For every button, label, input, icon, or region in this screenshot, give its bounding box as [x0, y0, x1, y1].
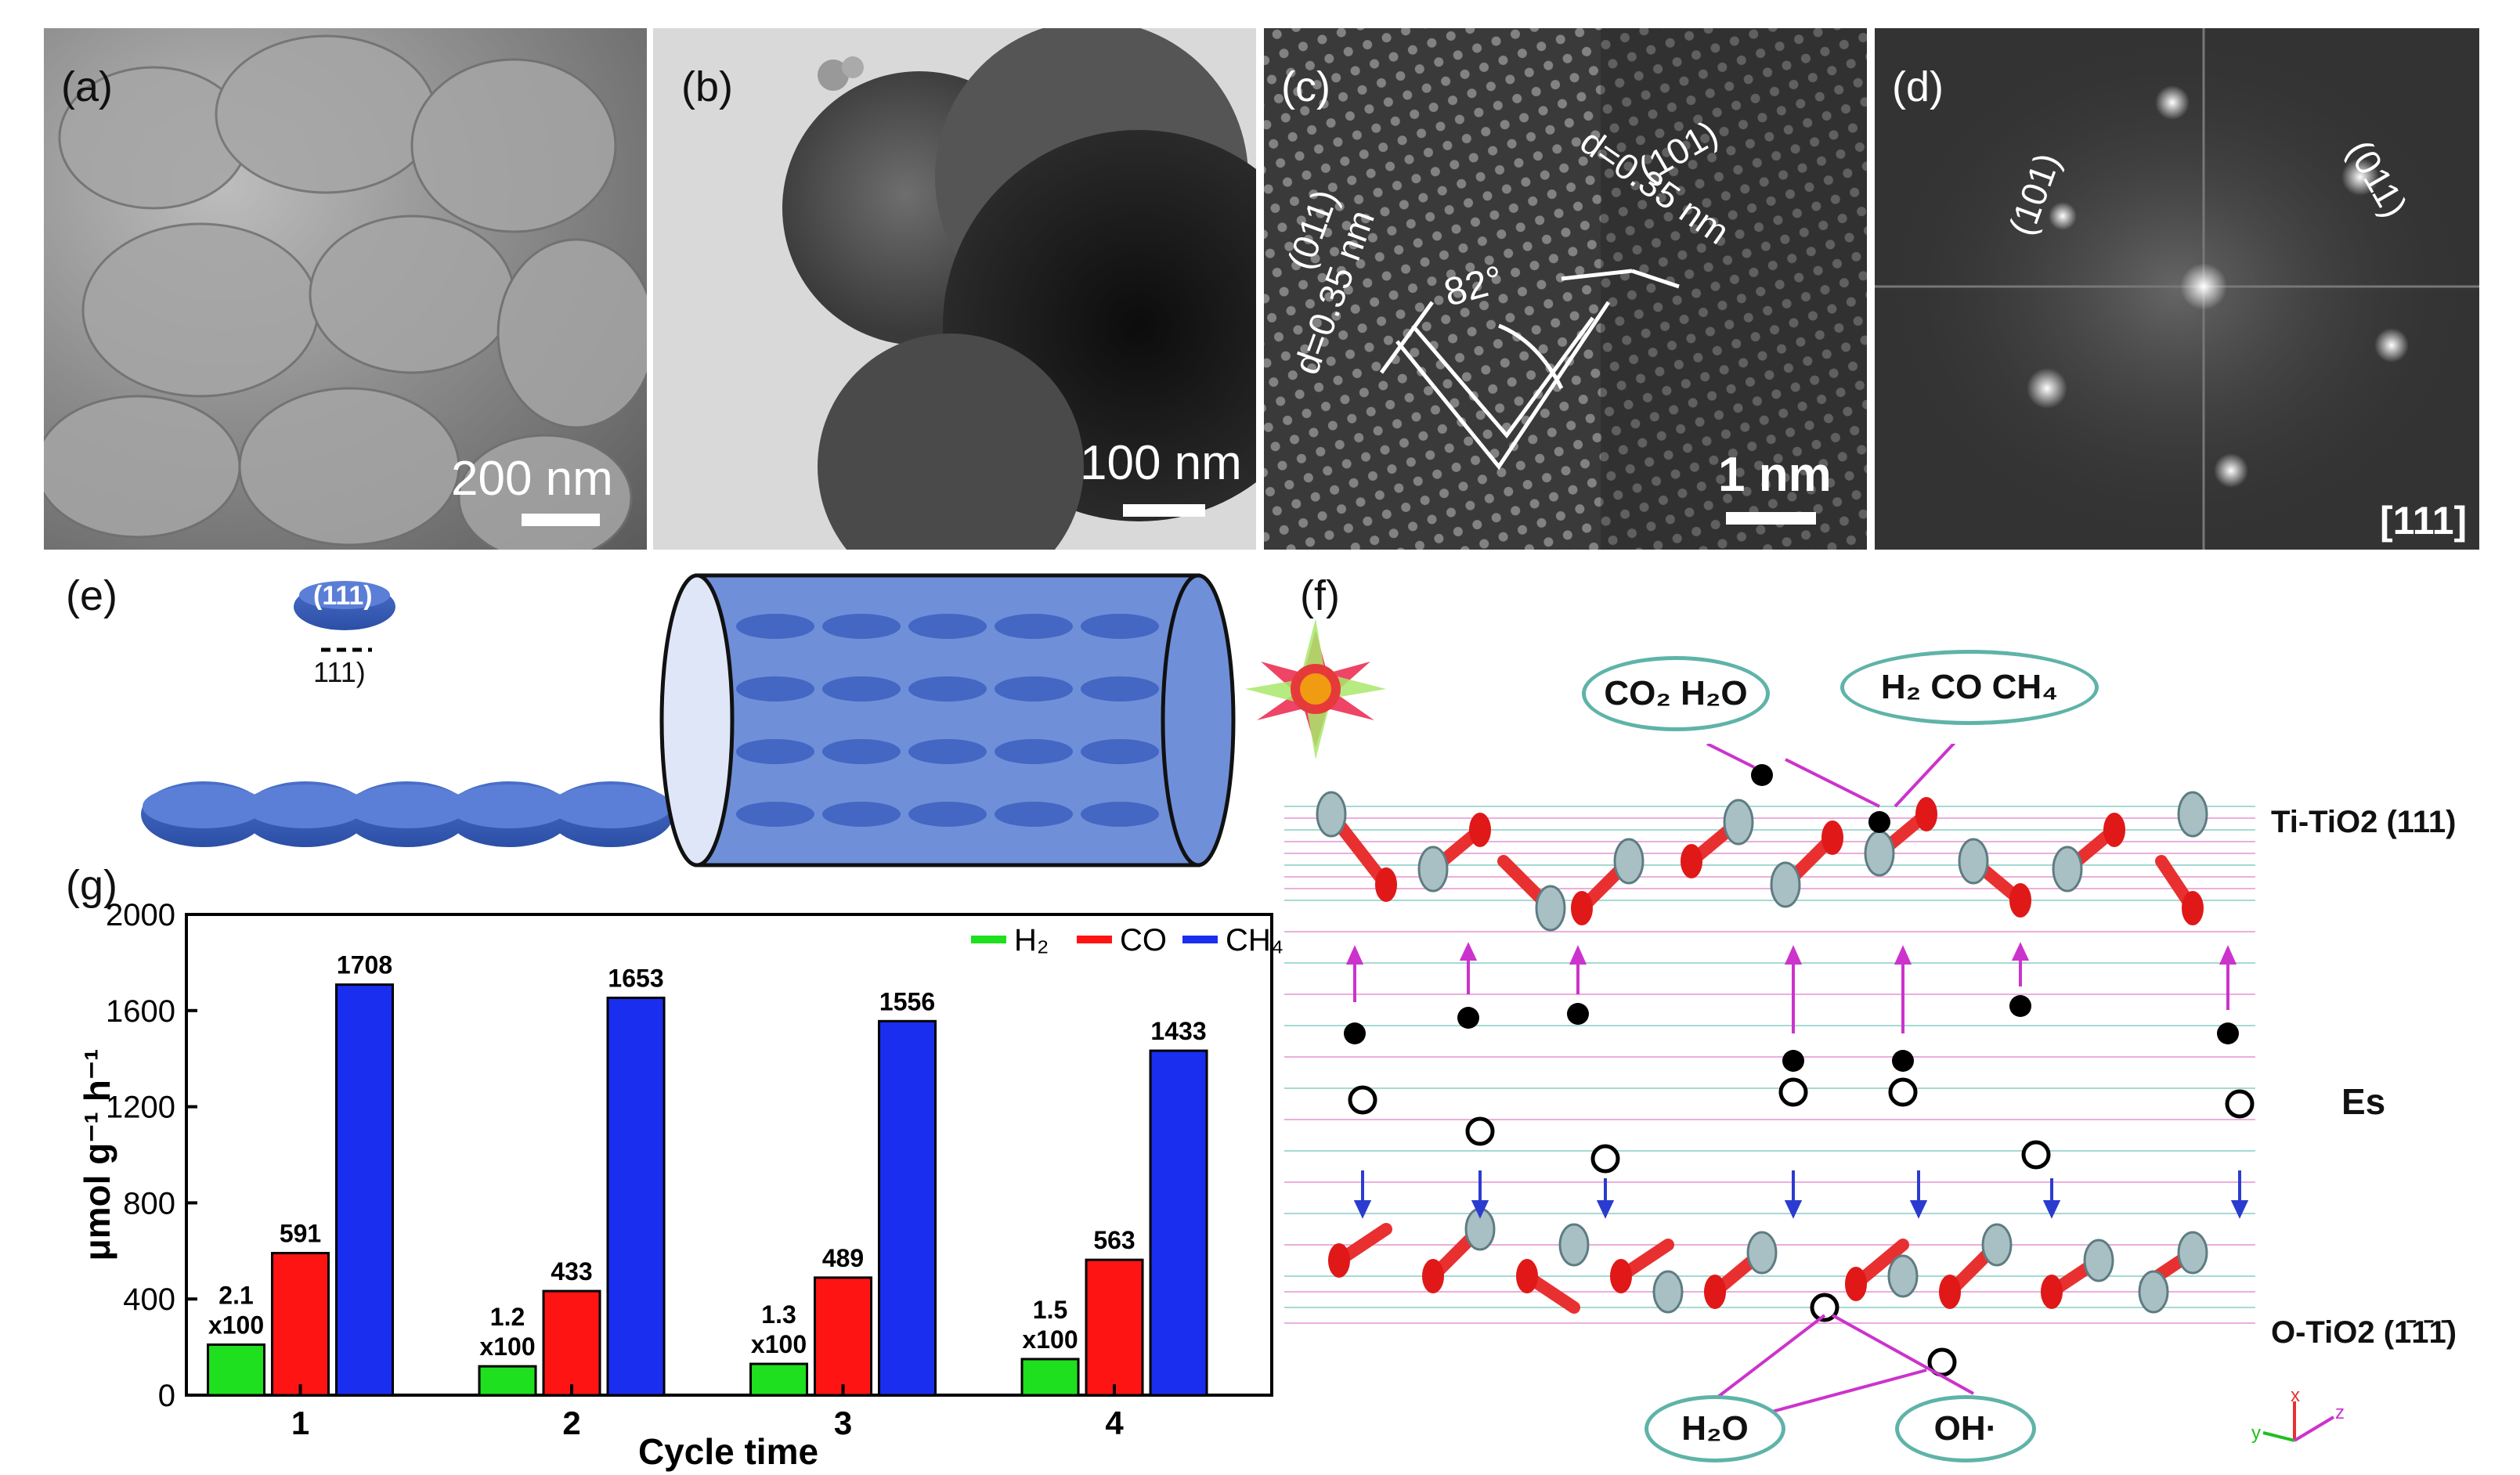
- water-bubble: H₂O: [1644, 1395, 1785, 1462]
- bottom-atom-layer: [1328, 1207, 2208, 1314]
- panel-c-scale-text: 1 nm: [1718, 448, 1832, 502]
- disk-chain: [141, 781, 673, 847]
- x-tick-label: 1: [291, 1405, 309, 1441]
- bar-0: [1020, 1358, 1080, 1397]
- bottom-layer-label: O-TiO2 (1̄1̄1̄): [2271, 1315, 2457, 1350]
- axis-y-label: y: [2251, 1423, 2261, 1444]
- bar-data-label: 1653: [608, 965, 663, 993]
- panel-a-scale-text: 200 nm: [451, 452, 613, 506]
- water-text: H₂O: [1681, 1409, 1749, 1448]
- y-tick-label: 1200: [106, 1091, 175, 1125]
- bar-1: [542, 1289, 601, 1397]
- bar-2: [1149, 1049, 1208, 1397]
- reactant-text: CO₂ H₂O: [1604, 674, 1748, 712]
- nanotube: [659, 573, 1236, 867]
- bar-1: [271, 1252, 330, 1397]
- x-tick-label: 2: [562, 1405, 580, 1441]
- electrons: [1344, 764, 2239, 1072]
- y-tick-label: 2000: [106, 900, 175, 932]
- bar-data-label: 433: [551, 1257, 592, 1286]
- panel-e-disk-label: (111): [313, 581, 373, 611]
- legend-label-0: H₂: [1014, 923, 1049, 957]
- bar-0: [749, 1362, 809, 1397]
- x-tick-label: 4: [1105, 1405, 1124, 1441]
- bar-data-label-multiplier: x100: [208, 1311, 264, 1340]
- bar-data-label: 1.3: [761, 1300, 796, 1329]
- y-tick-label: 800: [123, 1186, 175, 1221]
- bar-data-label: 1556: [879, 987, 935, 1015]
- product-text: H₂ CO CH₄: [1880, 668, 2059, 706]
- sem-particles: [44, 34, 647, 550]
- panel-g-label: (g): [66, 862, 117, 909]
- panel-f-label: (f): [1300, 572, 1340, 619]
- y-tick-label: 400: [123, 1282, 175, 1317]
- hydroxyl-text: OH·: [1933, 1409, 1998, 1448]
- bar-data-label: 591: [280, 1220, 321, 1248]
- axis-x-label: x: [2291, 1386, 2300, 1406]
- bar-data-label: 1433: [1150, 1017, 1206, 1045]
- y-tick-label: 0: [158, 1379, 175, 1413]
- bar-data-label: 563: [1093, 1226, 1135, 1254]
- bar-data-label: 489: [822, 1244, 864, 1272]
- fft-pattern: [1875, 28, 2479, 550]
- hole-arrows: [1353, 1170, 2249, 1219]
- panel-b-label: (b): [681, 63, 733, 110]
- panel-b-tem-image: (b) 100 nm: [653, 28, 1256, 550]
- bar-data-label: 1.5: [1033, 1296, 1067, 1324]
- electron-arrows: [1345, 942, 2237, 1033]
- bar-data-label: 1.2: [490, 1303, 525, 1331]
- panel-a-scale-bar: [522, 514, 600, 526]
- legend-label-2: CH₄: [1226, 923, 1283, 957]
- reactant-bubble: CO₂ H₂O: [1582, 656, 1770, 731]
- bar-0: [478, 1365, 537, 1397]
- bar-0: [207, 1343, 266, 1397]
- panel-a-sem-image: (a) 200 nm: [44, 28, 647, 550]
- panel-e-label: (e): [66, 572, 117, 619]
- product-bubble: H₂ CO CH₄: [1840, 650, 2099, 725]
- bar-2: [878, 1019, 937, 1397]
- panel-c-hrtem-image: (c) (011) d=0.35 nm (101) d=0.35 nm 82° …: [1264, 28, 1867, 550]
- top-atom-layer: [1316, 791, 2208, 932]
- panel-b-scale-text: 100 nm: [1080, 436, 1242, 490]
- panel-a-label: (a): [61, 63, 113, 110]
- x-tick-label: 3: [834, 1405, 852, 1441]
- field-label: Es: [2341, 1081, 2386, 1122]
- bar-1: [814, 1276, 873, 1397]
- bar-data-label-multiplier: x100: [751, 1330, 807, 1358]
- top-layer-label: Ti-TiO2 (111): [2271, 805, 2457, 839]
- bar-1: [1085, 1258, 1144, 1397]
- panel-c-scale-bar: [1726, 512, 1816, 525]
- sun-icon: [1245, 618, 1386, 759]
- y-axis-label: μmol g⁻¹ h⁻¹: [77, 1049, 117, 1261]
- bar-data-label: 2.1: [218, 1282, 253, 1310]
- panel-d-fft-image: (d) (101) (011) [111]: [1875, 28, 2479, 550]
- plot-frame: [185, 913, 1273, 1397]
- panel-d-label: (d): [1892, 63, 1944, 110]
- panel-d-zone-axis: [111]: [2380, 499, 2468, 543]
- panel-c-label: (c): [1281, 63, 1330, 110]
- panel-f-schematic: [1284, 744, 2255, 1426]
- bar-2: [606, 997, 666, 1397]
- hydroxyl-bubble: OH·: [1895, 1395, 2036, 1462]
- legend-label-1: CO: [1120, 923, 1167, 957]
- bar-data-label-multiplier: x100: [1022, 1325, 1078, 1354]
- bar-data-label: 1708: [337, 951, 392, 979]
- panel-b-scale-bar: [1123, 504, 1205, 517]
- panel-e-schematic: [141, 573, 1386, 867]
- panel-e-below-label: 111): [313, 656, 366, 688]
- bar-data-label-multiplier: x100: [479, 1333, 535, 1361]
- bar-2: [335, 983, 395, 1397]
- axis-z-label: z: [2335, 1402, 2345, 1423]
- hrtem-lattice: [1264, 28, 1867, 550]
- axis-icon: x y z: [2251, 1386, 2345, 1444]
- y-tick-label: 1600: [106, 994, 175, 1029]
- x-axis-label: Cycle time: [638, 1431, 818, 1472]
- tem-spheres: [782, 28, 1256, 550]
